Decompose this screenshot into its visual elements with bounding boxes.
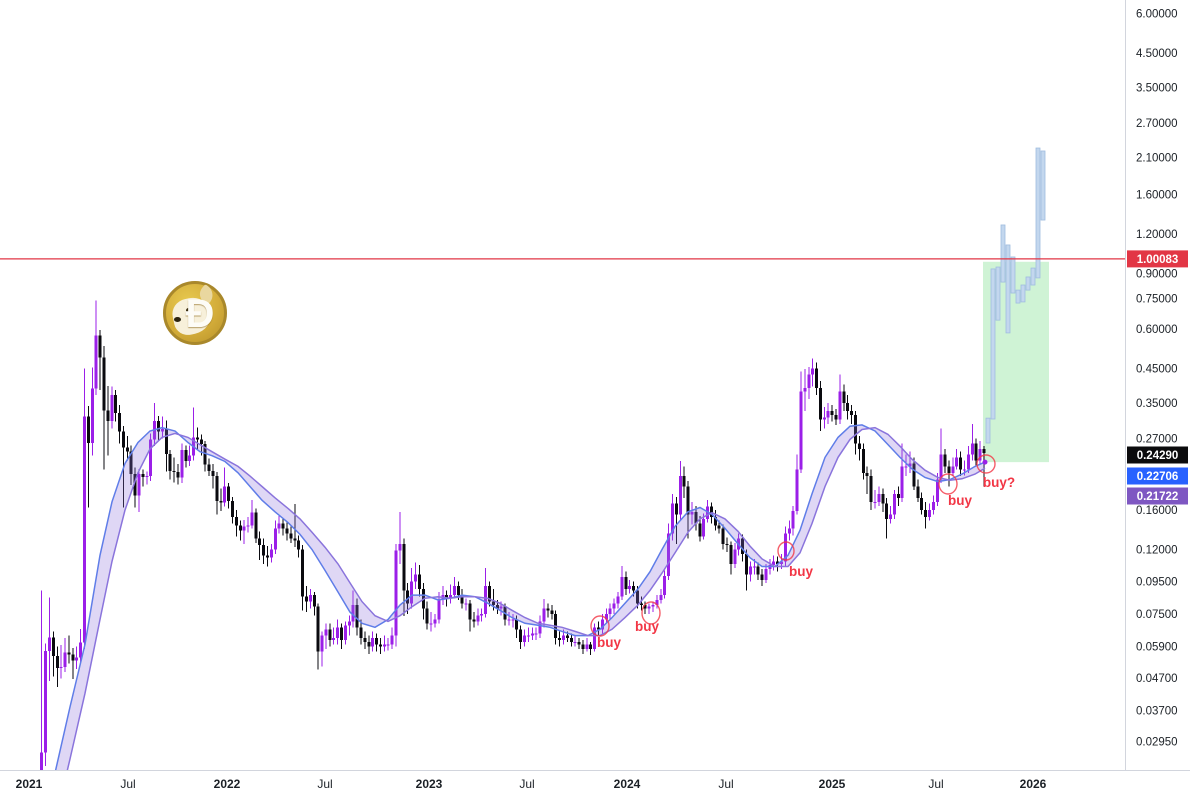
time-tick-label: 2025: [819, 777, 846, 791]
doge-d-glyph: Đ: [185, 292, 215, 336]
price-badge: 0.24290: [1127, 446, 1188, 464]
time-tick-label: 2023: [416, 777, 443, 791]
time-tick-label: 2026: [1020, 777, 1047, 791]
price-badge: 0.21722: [1127, 487, 1188, 505]
time-tick-label: Jul: [928, 777, 943, 791]
price-tick-label: 2.10000: [1136, 152, 1178, 164]
price-axis[interactable]: 6.00000 4.50000 3.50000 2.70000 2.10000 1.600…: [1136, 9, 1178, 749]
plot-area[interactable]: [0, 147, 1125, 795]
time-axis[interactable]: 2021 Jul 2022 Jul 2023 Jul 2024 Jul 2025 Jul 2026: [16, 777, 1047, 791]
time-tick-label: Jul: [120, 777, 135, 791]
price-tick-label: 0.60000: [1136, 324, 1178, 336]
price-tick-label: 0.05900: [1136, 642, 1178, 654]
price-tick-label: 0.09500: [1136, 576, 1178, 588]
price-tick-label: 0.27000: [1136, 433, 1178, 445]
price-tick-label: 0.45000: [1136, 363, 1178, 375]
price-tick-label: 0.90000: [1136, 268, 1178, 280]
buy-label[interactable]: buy: [635, 619, 659, 634]
doge-eye: [186, 308, 191, 313]
svg-text:0.21722: 0.21722: [1137, 491, 1179, 503]
buy-signal-circle[interactable]: [976, 454, 996, 474]
buy-signal-circle[interactable]: [641, 601, 661, 625]
price-tick-label: 0.12000: [1136, 544, 1178, 556]
ma-ribbon: [54, 424, 988, 770]
price-tick-label: 2.70000: [1136, 118, 1178, 130]
price-tick-label: 3.50000: [1136, 82, 1178, 94]
price-tick-label: 1.20000: [1136, 229, 1178, 241]
buy-label[interactable]: buy: [789, 564, 813, 579]
price-tick-label: 0.04700: [1136, 673, 1178, 685]
price-tick-label: 0.03700: [1136, 706, 1178, 718]
svg-text:0.22706: 0.22706: [1137, 471, 1179, 483]
buy-signal-circle[interactable]: [938, 473, 958, 495]
time-tick-label: Jul: [519, 777, 534, 791]
price-tick-label: 0.02950: [1136, 737, 1178, 749]
candlestick-series: [40, 300, 986, 770]
price-tick-label: 4.50000: [1136, 48, 1178, 60]
svg-text:1.00083: 1.00083: [1137, 254, 1179, 266]
price-badge: 1.00083: [1127, 250, 1188, 268]
price-tick-label: 0.07500: [1136, 609, 1178, 621]
price-tick-label: 0.16000: [1136, 505, 1178, 517]
price-badge: 0.22706: [1127, 467, 1188, 485]
time-tick-label: 2022: [214, 777, 241, 791]
buy-signal-circle[interactable]: [590, 615, 610, 637]
price-tick-label: 1.60000: [1136, 190, 1178, 202]
price-tick-label: 0.35000: [1136, 398, 1178, 410]
doge-coin-circle: Đ: [163, 281, 227, 345]
dogecoin-logo: Đ: [163, 281, 231, 349]
price-tick-label: 0.75000: [1136, 293, 1178, 305]
svg-text:0.24290: 0.24290: [1137, 450, 1179, 462]
buy-label[interactable]: buy: [948, 493, 972, 508]
time-tick-label: Jul: [317, 777, 332, 791]
time-tick-label: 2024: [614, 777, 641, 791]
buy-signal-circle[interactable]: [777, 541, 795, 561]
buy-label[interactable]: buy: [597, 635, 621, 650]
buy-label[interactable]: buy?: [983, 475, 1015, 490]
projection-candles: [985, 147, 1046, 444]
ribbon-end-dot: [982, 459, 988, 465]
time-tick-label: 2021: [16, 777, 43, 791]
doge-nose: [174, 317, 181, 322]
price-tick-label: 6.00000: [1136, 9, 1178, 21]
time-tick-label: Jul: [718, 777, 733, 791]
